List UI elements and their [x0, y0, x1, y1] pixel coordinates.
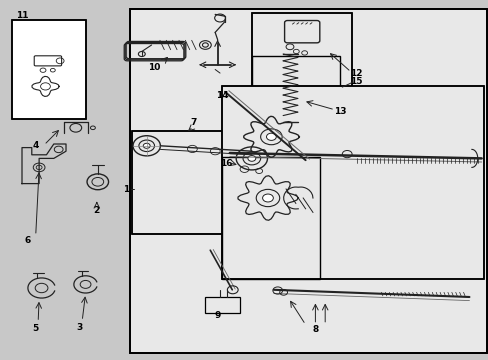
Text: 1: 1	[123, 185, 129, 194]
Text: 16: 16	[219, 159, 232, 168]
Bar	[251, 13, 351, 162]
Text: 9: 9	[214, 310, 221, 320]
Text: 15: 15	[349, 77, 362, 86]
Bar	[132, 131, 261, 234]
Bar	[12, 20, 85, 119]
Text: 12: 12	[349, 69, 362, 78]
Text: 10: 10	[147, 63, 160, 72]
Bar	[222, 86, 483, 279]
Bar	[129, 9, 486, 353]
Circle shape	[262, 194, 273, 202]
Text: 4: 4	[32, 141, 39, 150]
Text: 11: 11	[16, 11, 28, 20]
Bar	[132, 131, 261, 234]
Bar	[129, 9, 486, 353]
Text: 3: 3	[76, 323, 82, 332]
Bar	[205, 297, 239, 313]
Circle shape	[247, 156, 255, 161]
Text: 5: 5	[32, 324, 38, 333]
Text: 13: 13	[333, 107, 346, 116]
Bar	[222, 157, 320, 279]
Bar	[251, 13, 351, 162]
Bar	[222, 86, 483, 279]
Bar	[12, 20, 85, 119]
Text: 2: 2	[94, 206, 100, 215]
Text: 6: 6	[25, 236, 31, 245]
Circle shape	[266, 133, 276, 140]
Bar	[251, 56, 339, 162]
Text: 14: 14	[216, 91, 228, 100]
Text: 8: 8	[312, 325, 318, 334]
Text: 7: 7	[189, 118, 196, 127]
Circle shape	[143, 143, 150, 148]
